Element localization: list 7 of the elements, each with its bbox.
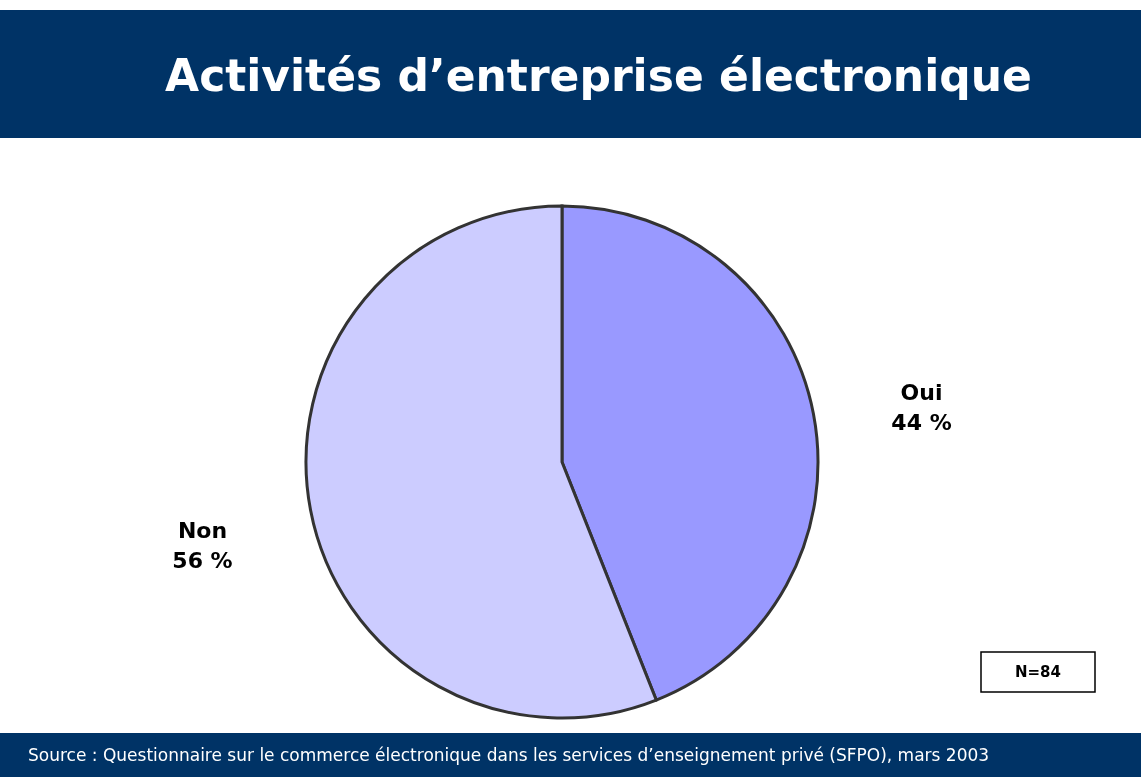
slice-label: Non <box>177 517 228 543</box>
data-label: 56 % <box>172 547 233 573</box>
data-label: 44 % <box>891 410 952 436</box>
text: N=84 <box>1015 663 1061 681</box>
chart-title: Activités d’entreprise électronique <box>165 50 1032 101</box>
slice-label: Oui <box>900 380 943 406</box>
source-note: Source : Questionnaire sur le commerce électronique dans les services d’enseignement privé (SFPO), mars 2003 <box>28 745 990 765</box>
